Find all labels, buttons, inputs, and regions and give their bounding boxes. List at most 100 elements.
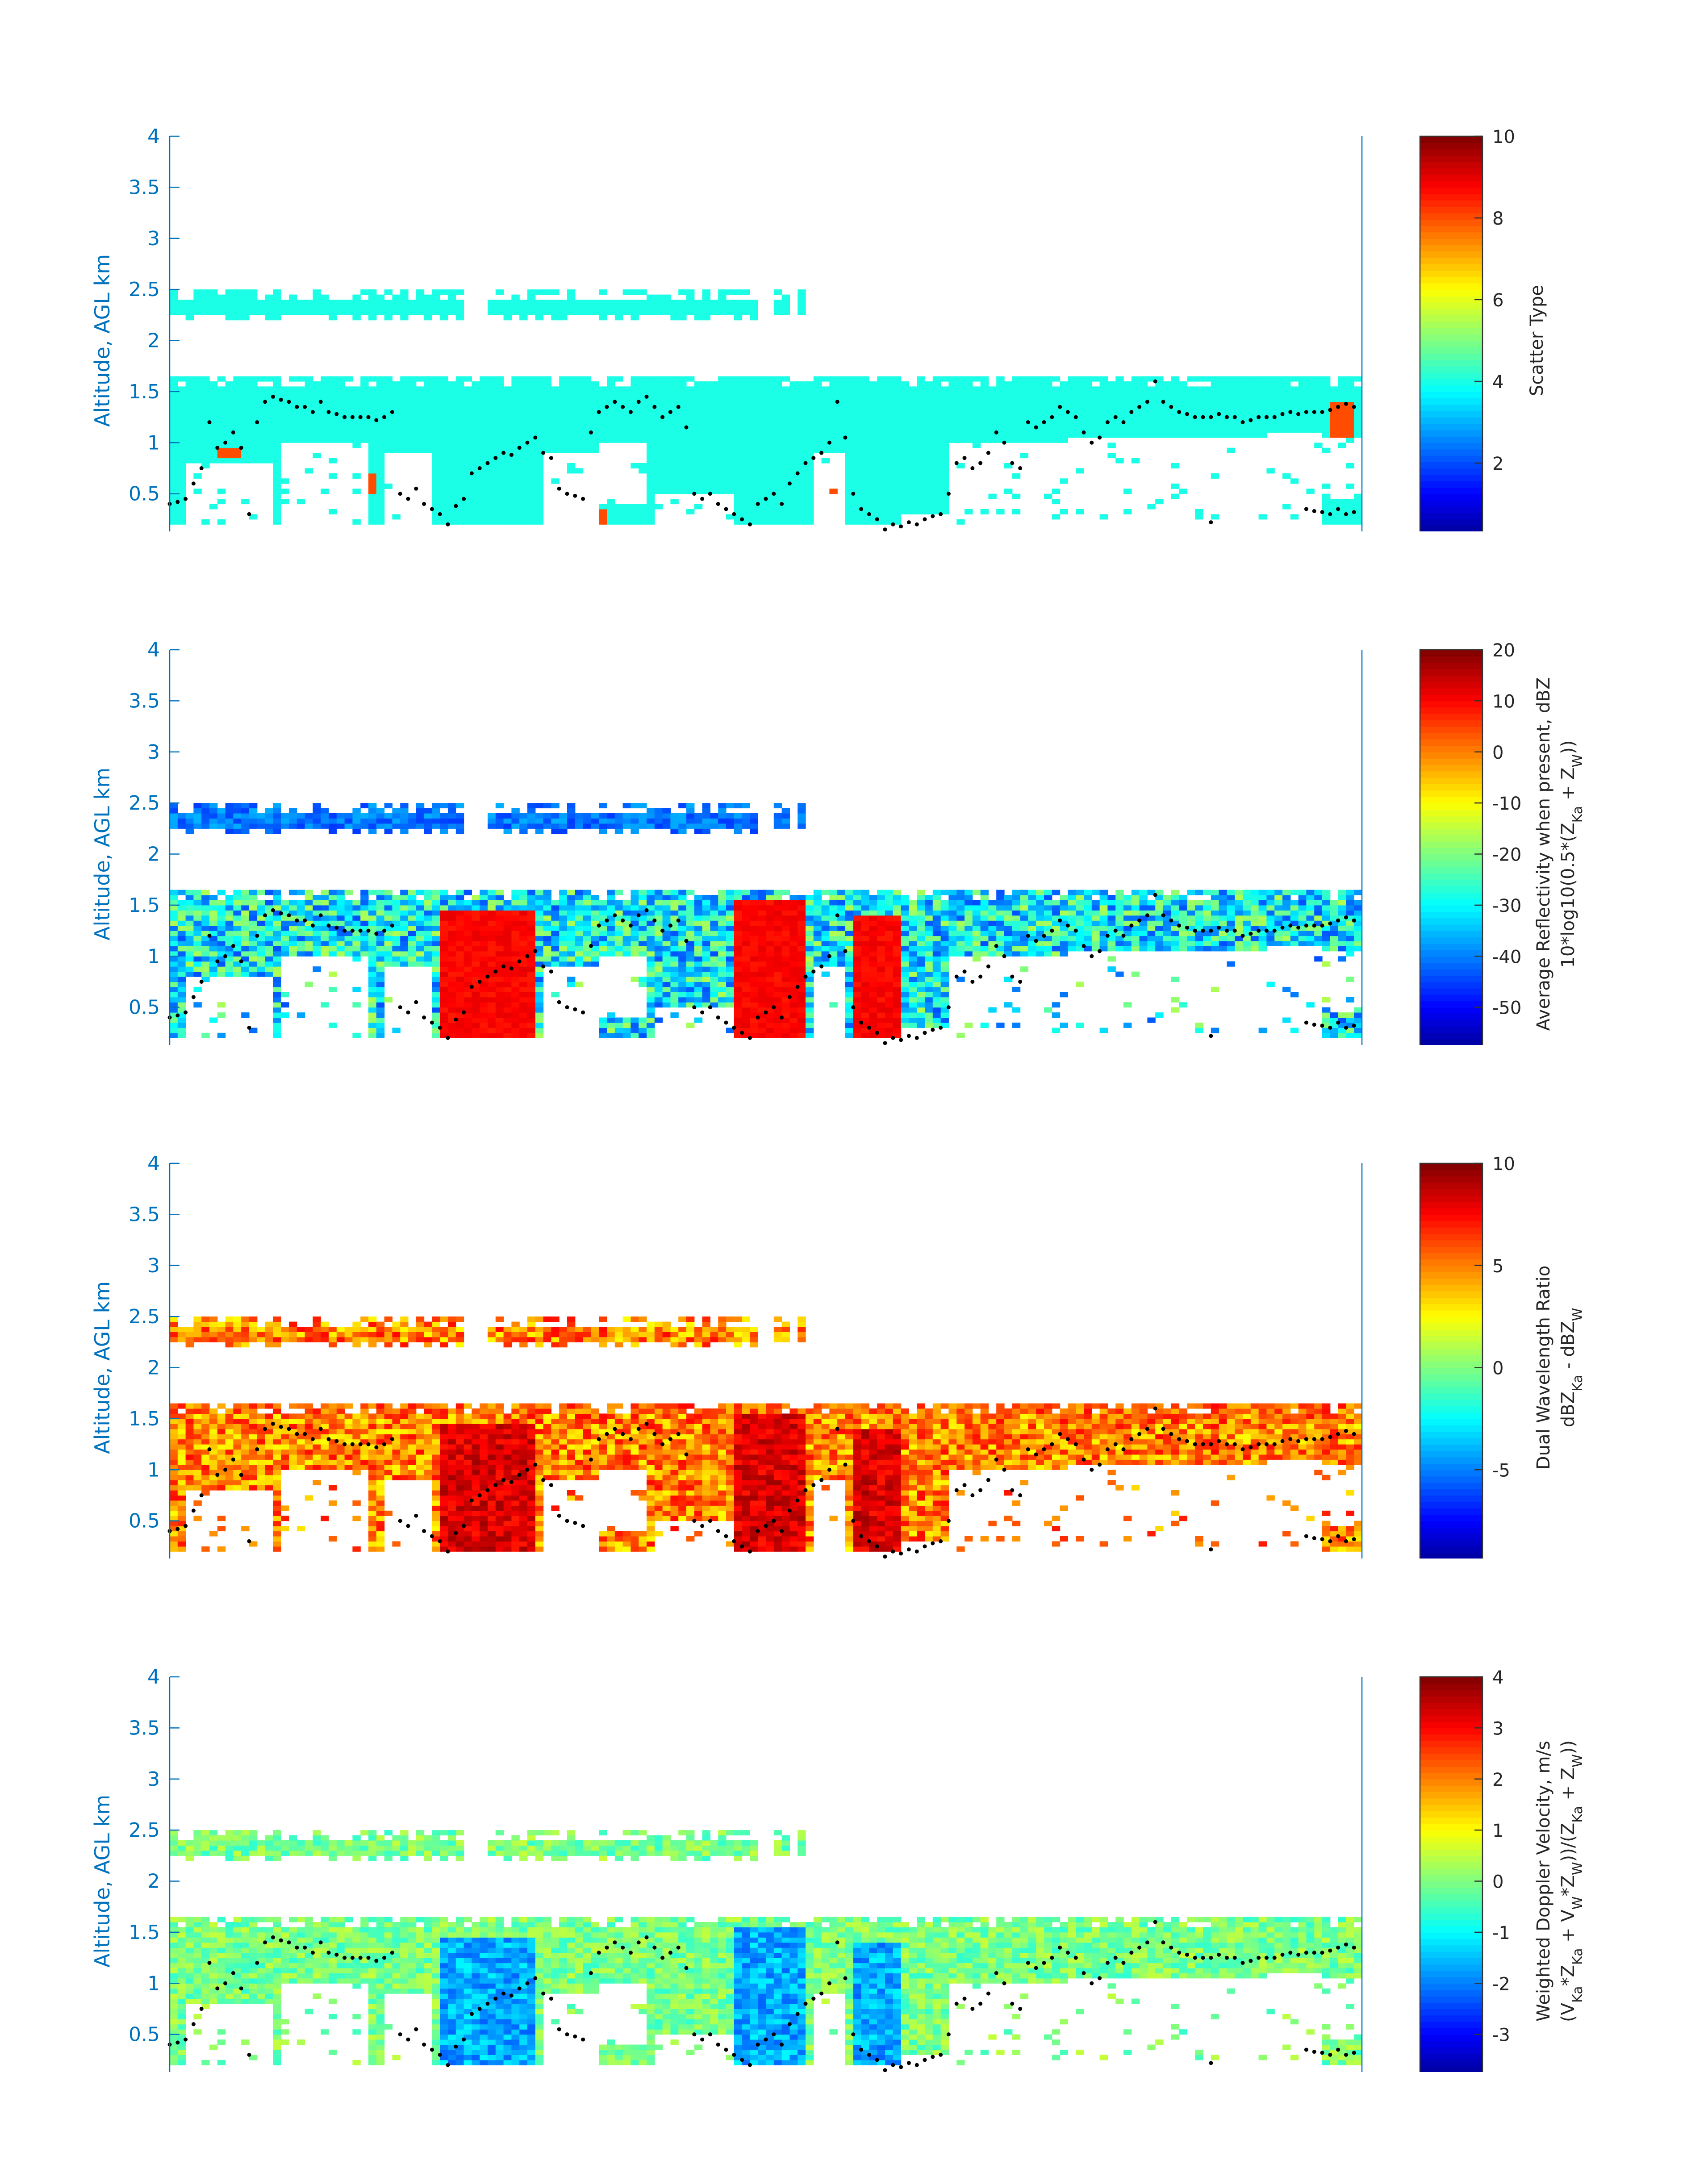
- heatmap-cell: [1282, 412, 1291, 418]
- heatmap-cell: [376, 427, 385, 433]
- heatmap-cell: [1123, 407, 1132, 413]
- heatmap-cell: [1084, 422, 1092, 428]
- heatmap-cell: [241, 818, 250, 824]
- heatmap-cell: [925, 493, 933, 499]
- heatmap-cell: [559, 956, 568, 962]
- heatmap-cell: [543, 823, 551, 829]
- heatmap-cell: [225, 823, 234, 829]
- heatmap-cell: [806, 519, 814, 525]
- heatmap-cell: [392, 823, 401, 829]
- cloud-base-dot: [1352, 510, 1356, 514]
- heatmap-cell: [416, 905, 425, 911]
- heatmap-cell: [257, 417, 266, 423]
- heatmap-cell: [185, 397, 194, 402]
- heatmap-cell: [614, 300, 623, 305]
- heatmap-cell: [416, 900, 425, 906]
- heatmap-cell: [233, 910, 242, 916]
- heatmap-cell: [654, 895, 663, 900]
- heatmap-cell: [599, 951, 607, 957]
- heatmap-cell: [209, 300, 218, 305]
- heatmap-cell: [376, 813, 385, 819]
- heatmap-cell: [265, 294, 273, 300]
- heatmap-cell: [535, 946, 544, 952]
- heatmap-cell: [455, 1012, 464, 1018]
- heatmap-cell: [948, 386, 957, 392]
- heatmap-cell: [503, 1007, 512, 1013]
- heatmap-cell: [193, 376, 202, 382]
- heatmap-cell: [853, 463, 862, 468]
- heatmap-cell: [440, 982, 448, 987]
- heatmap-cell: [376, 931, 385, 936]
- heatmap-cell: [368, 509, 377, 514]
- heatmap-cell: [265, 458, 273, 464]
- heatmap-cell: [639, 412, 647, 418]
- heatmap-cell: [440, 823, 448, 829]
- heatmap-cell: [408, 931, 417, 936]
- heatmap-cell: [368, 422, 377, 428]
- heatmap-cell: [1195, 391, 1203, 397]
- heatmap-cell: [336, 951, 345, 957]
- heatmap-cell: [440, 1007, 448, 1013]
- heatmap-cell: [448, 1002, 456, 1008]
- heatmap-cell: [313, 803, 321, 809]
- heatmap-cell: [448, 489, 456, 494]
- heatmap-cell: [1203, 422, 1211, 428]
- heatmap-cell: [1298, 401, 1307, 407]
- heatmap-cell: [352, 1032, 361, 1038]
- heatmap-cell: [925, 483, 933, 489]
- heatmap-cell: [670, 315, 679, 321]
- heatmap-cell: [392, 915, 401, 921]
- heatmap-cell: [622, 391, 631, 397]
- heatmap-cell: [837, 381, 846, 387]
- heatmap-cell: [1036, 397, 1044, 402]
- heatmap-cell: [869, 504, 877, 510]
- heatmap-cell: [980, 427, 989, 433]
- heatmap-cell: [503, 900, 512, 906]
- heatmap-cell: [185, 432, 194, 438]
- heatmap-cell: [1091, 432, 1100, 438]
- heatmap-cell: [209, 432, 218, 438]
- heatmap-cell: [535, 514, 544, 520]
- heatmap-cell: [869, 417, 877, 423]
- heatmap-cell: [368, 940, 377, 946]
- heatmap-cell: [472, 391, 480, 397]
- heatmap-cell: [1211, 417, 1219, 423]
- heatmap-cell: [781, 519, 790, 525]
- heatmap-cell: [432, 997, 440, 1003]
- heatmap-cell: [448, 468, 456, 474]
- heatmap-cell: [543, 432, 551, 438]
- cloud-base-dot: [819, 451, 824, 455]
- heatmap-cell: [209, 905, 218, 911]
- cloud-base-dot: [931, 514, 935, 518]
- heatmap-cell: [193, 386, 202, 392]
- heatmap-cell: [472, 936, 480, 941]
- heatmap-cell: [1044, 381, 1052, 387]
- heatmap-cell: [392, 381, 401, 387]
- heatmap-cell: [368, 986, 377, 992]
- heatmap-cell: [647, 890, 655, 895]
- heatmap-cell: [1227, 386, 1235, 392]
- heatmap-cell: [305, 401, 313, 407]
- heatmap-cell: [448, 966, 456, 972]
- heatmap-cell: [170, 427, 178, 433]
- heatmap-cell: [694, 381, 703, 387]
- heatmap-cell: [368, 391, 377, 397]
- heatmap-cell: [217, 961, 226, 967]
- heatmap-cell: [654, 443, 663, 448]
- heatmap-cell: [1330, 514, 1339, 520]
- heatmap-cell: [972, 407, 981, 413]
- heatmap-cell: [758, 443, 766, 448]
- heatmap-cell: [1084, 397, 1092, 402]
- heatmap-cell: [845, 493, 854, 499]
- cloud-base-dot: [1328, 408, 1332, 412]
- heatmap-cell: [495, 971, 504, 977]
- cloud-base-dot: [303, 405, 307, 409]
- heatmap-cell: [622, 951, 631, 957]
- heatmap-cell: [464, 986, 472, 992]
- heatmap-cell: [965, 391, 973, 397]
- heatmap-cell: [273, 478, 281, 484]
- heatmap-cell: [734, 483, 743, 489]
- heatmap-cell: [591, 818, 599, 824]
- cloud-base-dot: [851, 492, 856, 496]
- heatmap-cell: [639, 376, 647, 382]
